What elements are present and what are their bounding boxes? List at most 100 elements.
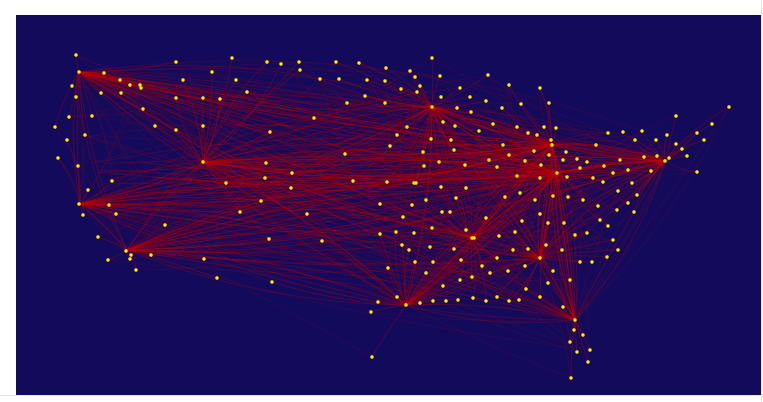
route-edge-870: [111, 161, 204, 182]
route-edge-232: [78, 71, 131, 86]
airport-node-196: [585, 160, 589, 164]
route-edge-5: [551, 144, 558, 174]
route-edge-499: [431, 106, 666, 162]
route-edge-295: [202, 150, 666, 163]
route-edge-868: [78, 71, 113, 182]
route-edge-746: [79, 180, 354, 205]
route-edge-477: [405, 134, 668, 306]
route-edge-625: [405, 279, 571, 306]
route-edge-449: [551, 143, 666, 162]
route-edge-407: [389, 145, 541, 259]
route-edge-74: [405, 144, 553, 306]
airport-node-213: [399, 87, 403, 91]
route-edge-508: [627, 160, 666, 171]
route-edge-874: [115, 213, 576, 321]
route-edge-978: [425, 160, 666, 201]
route-edge-455: [78, 71, 578, 160]
route-edge-800: [556, 165, 605, 174]
route-edge-539: [405, 187, 467, 306]
route-edge-614: [636, 160, 666, 196]
route-edge-770: [453, 145, 666, 162]
route-edge-24: [539, 172, 558, 259]
airport-node-156: [471, 296, 475, 300]
airport-node-98: [630, 181, 634, 185]
airport-node-20: [129, 253, 133, 257]
route-edge-599: [431, 106, 609, 227]
route-edge-720: [460, 237, 473, 261]
airport-node-197: [602, 164, 606, 168]
route-edge-149: [202, 161, 407, 306]
airport-node-73: [526, 131, 530, 135]
route-edge-139: [79, 106, 433, 205]
route-edge-533: [78, 71, 518, 177]
airport-node-206: [484, 99, 488, 103]
route-edge-952: [78, 71, 498, 259]
route-edge-660: [377, 257, 541, 303]
route-edge-144: [405, 237, 473, 306]
route-edge-61: [556, 172, 576, 321]
route-edge-624: [79, 203, 571, 281]
route-edge-542: [440, 160, 666, 188]
airport-node-82: [606, 131, 610, 135]
route-edge-239: [78, 71, 122, 94]
route-edge-208: [78, 71, 576, 321]
airport-node-16: [81, 213, 85, 217]
route-edge-921: [431, 106, 536, 201]
route-edge-560: [413, 160, 666, 234]
airport-node-109: [439, 185, 443, 189]
route-edge-923: [79, 195, 554, 220]
route-edge-761: [346, 102, 407, 306]
route-edge-973: [395, 231, 407, 306]
route-edge-604: [616, 160, 666, 211]
route-edge-969: [408, 144, 553, 251]
route-edge-757: [384, 102, 576, 321]
airport-node-63: [388, 144, 392, 148]
flight-map-canvas: [16, 15, 761, 395]
airport-node-148: [404, 303, 408, 307]
route-edge-79: [471, 144, 553, 239]
route-edge-362: [358, 62, 473, 239]
route-edge-140: [431, 106, 666, 162]
route-edge-704: [126, 249, 541, 280]
route-edge-580: [514, 231, 541, 259]
route-edge-878: [66, 139, 81, 205]
airport-node-255: [394, 230, 398, 234]
route-edge-287: [126, 249, 137, 271]
route-edge-211: [79, 155, 666, 205]
route-edge-994: [96, 168, 594, 180]
route-edge-249: [68, 106, 433, 118]
route-edge-829: [431, 100, 487, 108]
airport-node-81: [594, 143, 598, 147]
route-edge-515: [471, 181, 604, 239]
airport-node-203: [685, 154, 689, 158]
airport-nodes: [53, 53, 731, 380]
route-edge-319: [235, 79, 407, 306]
route-edge-638: [126, 249, 591, 351]
route-edge-888: [100, 92, 433, 108]
route-edge-168: [79, 203, 473, 239]
route-edge-170: [471, 160, 666, 239]
route-edge-361: [335, 61, 433, 108]
route-edge-747: [352, 106, 433, 182]
airport-node-10: [67, 115, 71, 119]
route-edge-347: [202, 161, 292, 189]
route-edge-356: [268, 238, 407, 306]
route-edge-792: [79, 154, 550, 209]
route-edge-380: [202, 74, 489, 163]
route-edge-177: [126, 249, 541, 266]
route-edge-379: [431, 87, 461, 108]
route-edge-811: [556, 155, 658, 174]
route-edge-686: [471, 237, 487, 302]
route-edge-357: [126, 237, 270, 251]
route-edge-728: [126, 248, 455, 254]
route-edge-53: [79, 172, 558, 206]
airport-node-0: [74, 53, 78, 57]
route-edge-622: [539, 257, 581, 263]
route-edge-329: [78, 71, 142, 89]
route-edge-223: [103, 72, 576, 321]
route-edge-819: [551, 144, 688, 159]
route-edge-303: [175, 61, 666, 162]
airport-node-201: [655, 154, 659, 158]
route-edge-37: [126, 172, 558, 253]
route-edge-990: [152, 164, 541, 180]
